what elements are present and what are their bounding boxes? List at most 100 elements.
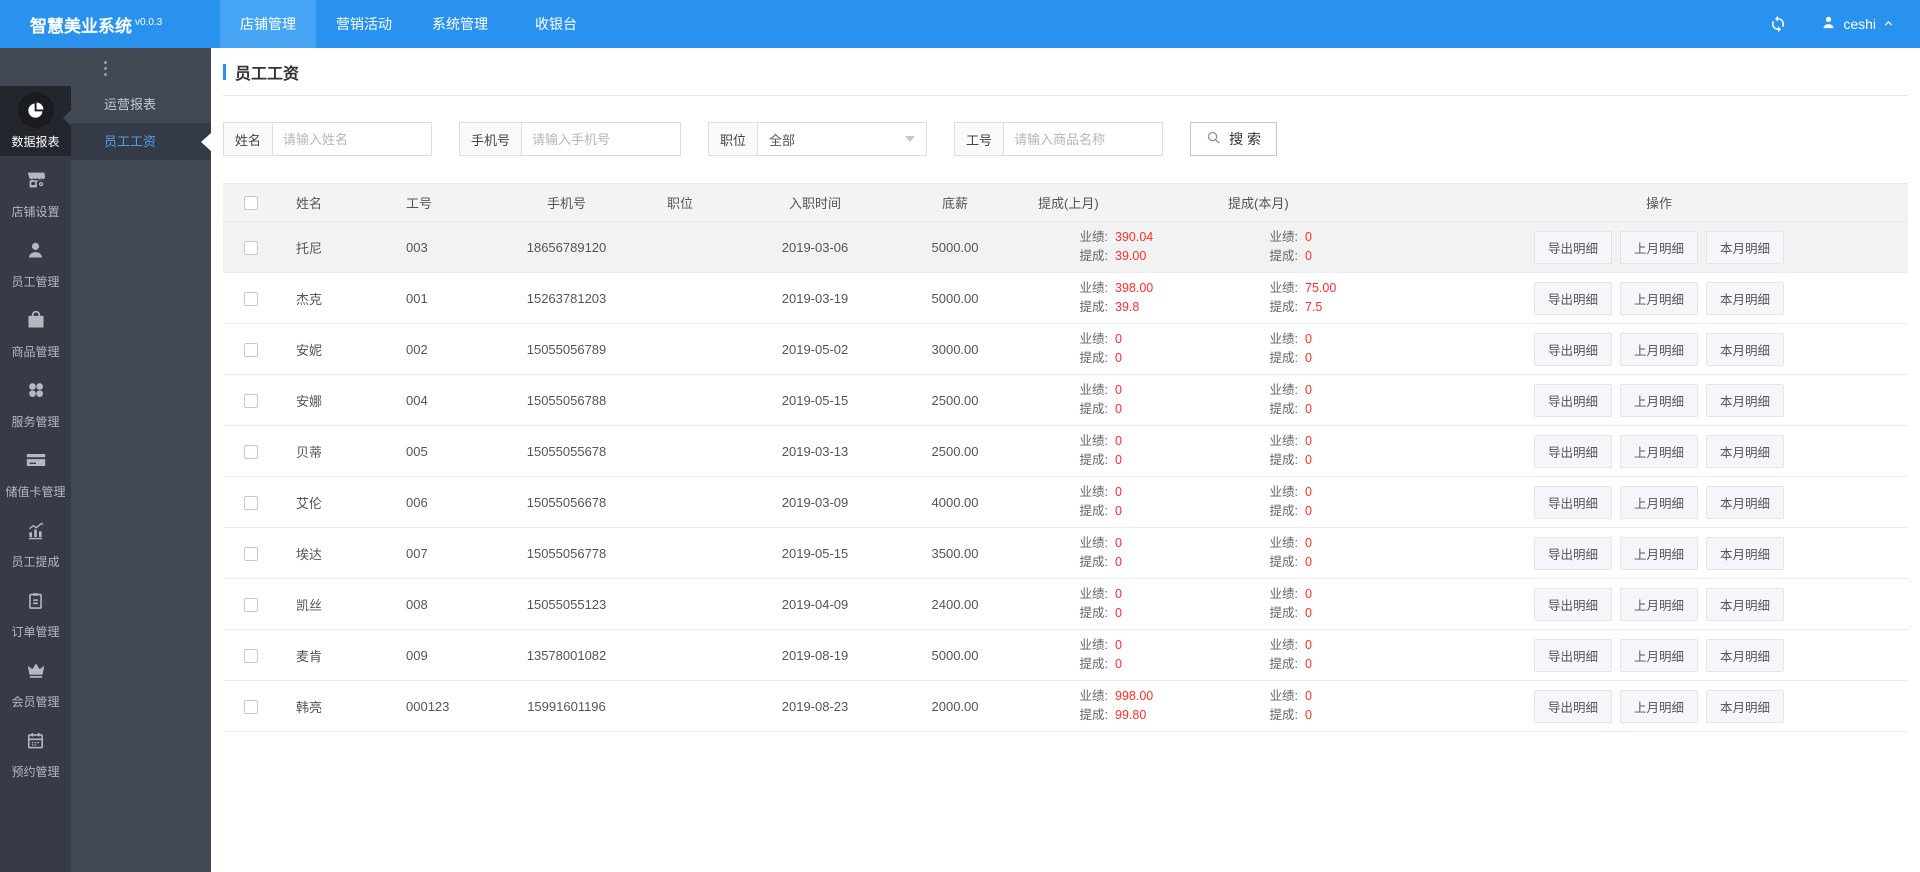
- export-detail-button[interactable]: 导出明细: [1533, 383, 1612, 417]
- submenu-item-staff-salary[interactable]: 员工工资: [71, 123, 211, 160]
- sidebar-item-data-reports[interactable]: 数据报表: [0, 86, 71, 156]
- sidebar-item-product-management[interactable]: 商品管理: [0, 296, 71, 366]
- column-header: 姓名: [278, 183, 388, 222]
- phone-input[interactable]: [522, 123, 681, 155]
- commission-value: 39.8: [1115, 300, 1140, 314]
- this-month-detail-button[interactable]: 本月明细: [1706, 434, 1785, 468]
- commission-value: 0: [1305, 453, 1312, 467]
- position-select[interactable]: 全部: [758, 123, 926, 155]
- last-month-detail-button[interactable]: 上月明细: [1619, 485, 1698, 519]
- last-month-detail-button[interactable]: 上月明细: [1619, 383, 1698, 417]
- row-checkbox[interactable]: [243, 291, 258, 306]
- select-all-checkbox[interactable]: [243, 196, 258, 211]
- last-month-detail-button[interactable]: 上月明细: [1619, 281, 1698, 315]
- job-no-input[interactable]: [1004, 123, 1163, 155]
- last-month-detail-button[interactable]: 上月明细: [1619, 230, 1698, 264]
- top-tab-store-management[interactable]: 店铺管理: [220, 0, 316, 48]
- row-checkbox[interactable]: [243, 495, 258, 510]
- row-checkbox[interactable]: [243, 546, 258, 561]
- commission-line: 提成: 0: [1228, 502, 1409, 521]
- sidebar-item-stored-value-card[interactable]: 储值卡管理: [0, 436, 71, 506]
- export-detail-button[interactable]: 导出明细: [1533, 587, 1612, 621]
- submenu-item-operation-reports[interactable]: 运营报表: [104, 97, 157, 112]
- sidebar-item-store-settings[interactable]: 店铺设置: [0, 156, 71, 226]
- this-month-detail-button[interactable]: 本月明细: [1706, 536, 1785, 570]
- commission-label: 提成:: [1269, 402, 1298, 416]
- job-number-cell: 007: [388, 527, 503, 579]
- commission-value: 0: [1305, 332, 1312, 346]
- last-month-detail-button[interactable]: 上月明细: [1619, 434, 1698, 468]
- row-checkbox[interactable]: [243, 342, 258, 357]
- commission-value: 0: [1305, 606, 1312, 620]
- row-checkbox-cell: [223, 323, 278, 375]
- position-filter-group: 职位 全部: [708, 122, 928, 156]
- this-month-detail-button[interactable]: 本月明细: [1706, 638, 1785, 672]
- base-salary-cell: 2500.00: [900, 374, 1010, 426]
- sidebar-item-order-management[interactable]: 订单管理: [0, 576, 71, 646]
- commission-value: 0: [1305, 383, 1312, 397]
- commission-value: 0: [1115, 453, 1122, 467]
- phone-cell: 15055056789: [503, 323, 630, 375]
- refresh-icon[interactable]: [1769, 15, 1787, 33]
- name-input[interactable]: [273, 123, 432, 155]
- row-checkbox-cell: [223, 476, 278, 528]
- sidebar-item-label: 数据报表: [11, 135, 60, 149]
- this-month-detail-button[interactable]: 本月明细: [1706, 332, 1785, 366]
- row-checkbox[interactable]: [243, 648, 258, 663]
- commission-label: 提成:: [1269, 555, 1298, 569]
- row-checkbox[interactable]: [243, 699, 258, 714]
- last-month-detail-button[interactable]: 上月明细: [1619, 536, 1698, 570]
- position-cell: [630, 323, 730, 375]
- top-tab-system[interactable]: 系统管理: [432, 16, 488, 32]
- export-detail-button[interactable]: 导出明细: [1533, 689, 1612, 723]
- commission-label: 提成:: [1079, 300, 1108, 314]
- commission-label: 提成:: [1269, 300, 1298, 314]
- base-salary-cell: 5000.00: [900, 221, 1010, 273]
- sidebar-item-service-management[interactable]: 服务管理: [0, 366, 71, 436]
- user-menu[interactable]: ceshi: [1821, 15, 1894, 33]
- order-list-icon: [18, 582, 54, 618]
- export-detail-button[interactable]: 导出明细: [1533, 230, 1612, 264]
- last-month-detail-button[interactable]: 上月明细: [1619, 332, 1698, 366]
- last-month-commission-cell: 业绩: 0 提成: 0: [1010, 425, 1200, 477]
- commission-line: 提成: 0: [1228, 451, 1409, 470]
- export-detail-button[interactable]: 导出明细: [1533, 281, 1612, 315]
- export-detail-button[interactable]: 导出明细: [1533, 536, 1612, 570]
- this-month-detail-button[interactable]: 本月明细: [1706, 230, 1785, 264]
- top-tab-cashier[interactable]: 收银台: [535, 16, 577, 32]
- base-salary-cell: 2000.00: [900, 680, 1010, 732]
- last-month-detail-button[interactable]: 上月明细: [1619, 638, 1698, 672]
- last-month-detail-button[interactable]: 上月明细: [1619, 587, 1698, 621]
- commission-line: 提成: 0: [1228, 400, 1409, 419]
- sidebar-item-appointment-management[interactable]: 预约管理: [0, 716, 71, 786]
- this-month-detail-button[interactable]: 本月明细: [1706, 587, 1785, 621]
- commission-line: 业绩: 0: [1038, 636, 1199, 655]
- sidebar-item-staff-management[interactable]: 员工管理: [0, 226, 71, 296]
- export-detail-button[interactable]: 导出明细: [1533, 332, 1612, 366]
- last-month-detail-button[interactable]: 上月明细: [1619, 689, 1698, 723]
- this-month-detail-button[interactable]: 本月明细: [1706, 485, 1785, 519]
- base-salary-cell: 5000.00: [900, 629, 1010, 681]
- position-cell: [630, 374, 730, 426]
- sidebar-item-member-management[interactable]: 会员管理: [0, 646, 71, 716]
- search-button[interactable]: 搜 索: [1190, 122, 1277, 156]
- row-checkbox[interactable]: [243, 444, 258, 459]
- this-month-detail-button[interactable]: 本月明细: [1706, 383, 1785, 417]
- export-detail-button[interactable]: 导出明细: [1533, 638, 1612, 672]
- commission-line: 提成: 7.5: [1228, 298, 1409, 317]
- row-checkbox[interactable]: [243, 393, 258, 408]
- sidebar-item-staff-commission[interactable]: 员工提成: [0, 506, 71, 576]
- position-filter-label: 职位: [709, 123, 759, 155]
- row-checkbox-cell: [223, 272, 278, 324]
- row-checkbox[interactable]: [243, 597, 258, 612]
- commission-label: 提成:: [1269, 249, 1298, 263]
- top-tab-marketing[interactable]: 营销活动: [336, 16, 392, 32]
- menu-dots-icon[interactable]: [0, 61, 211, 76]
- export-detail-button[interactable]: 导出明细: [1533, 485, 1612, 519]
- this-month-detail-button[interactable]: 本月明细: [1706, 281, 1785, 315]
- row-checkbox[interactable]: [243, 240, 258, 255]
- export-detail-button[interactable]: 导出明细: [1533, 434, 1612, 468]
- this-month-detail-button[interactable]: 本月明细: [1706, 689, 1785, 723]
- commission-value: 0: [1115, 351, 1122, 365]
- commission-line: 业绩: 998.00: [1038, 687, 1199, 706]
